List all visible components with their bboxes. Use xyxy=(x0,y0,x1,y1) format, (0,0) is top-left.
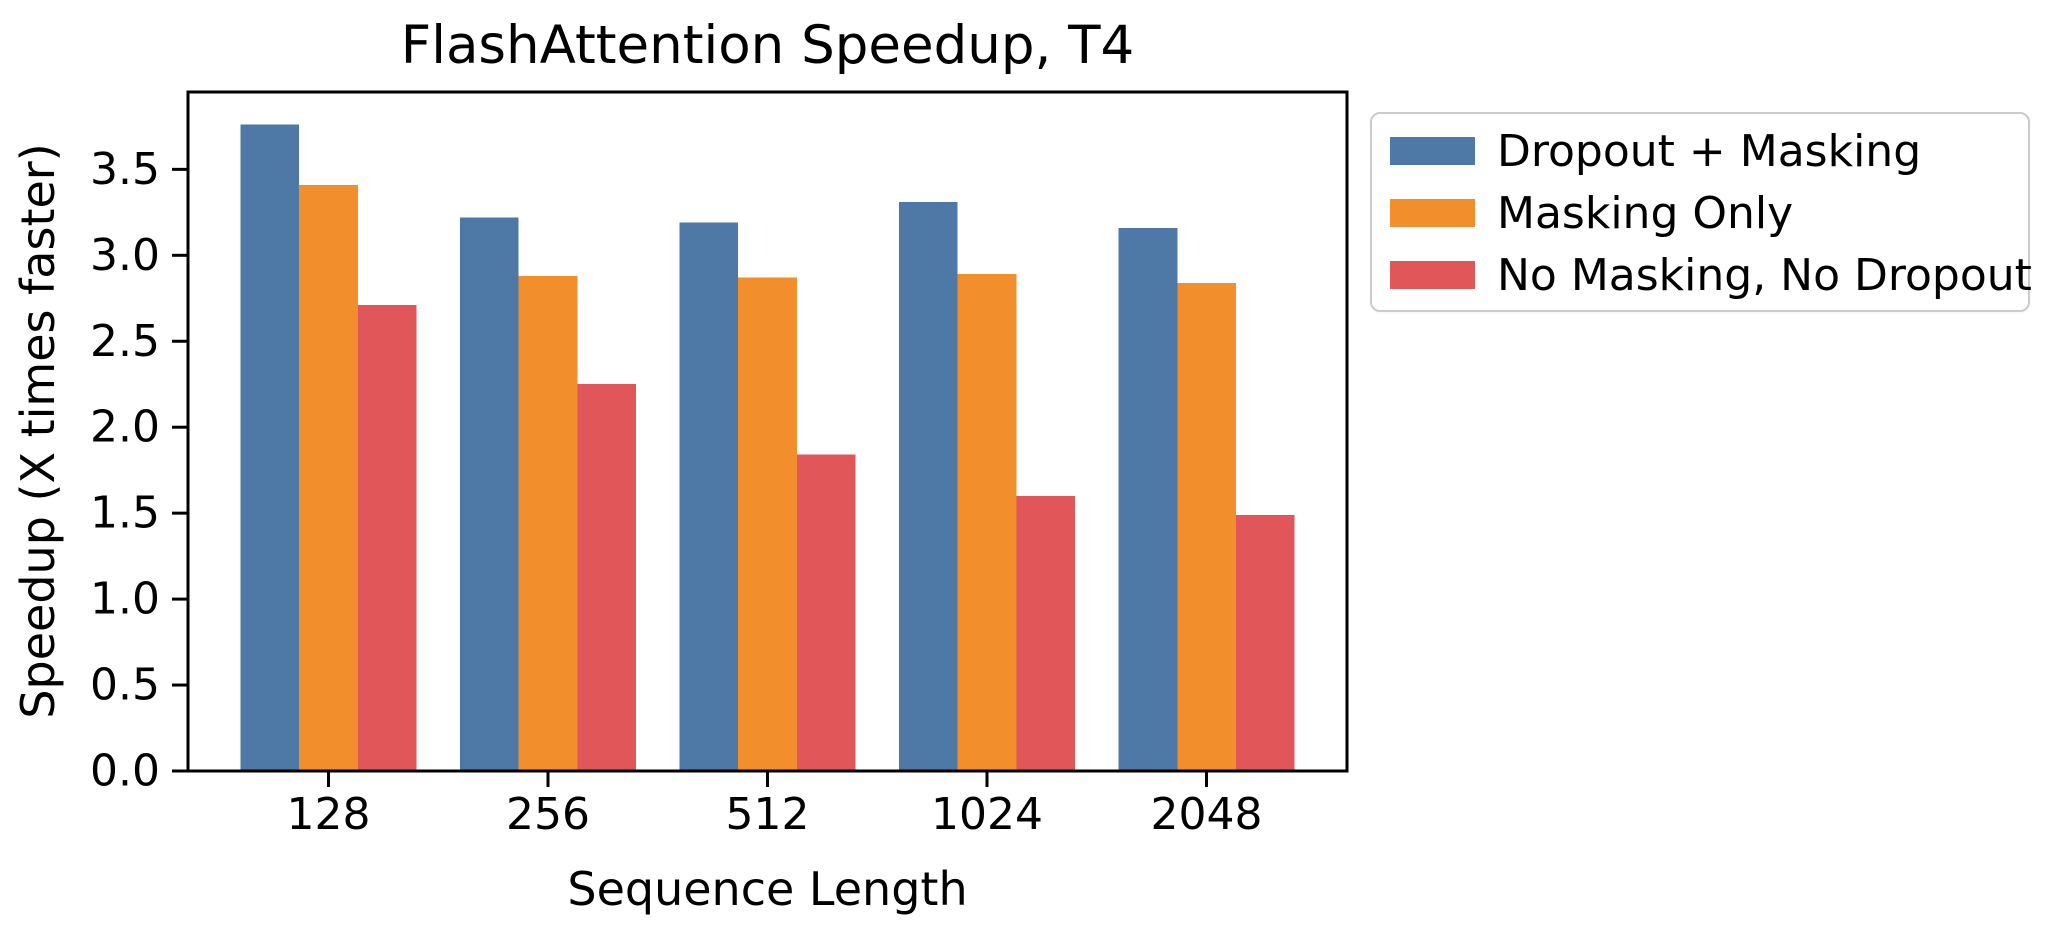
x-tick-label: 128 xyxy=(286,789,370,840)
legend: Dropout + Masking Masking Only No Maskin… xyxy=(1370,112,2032,312)
bar xyxy=(738,277,797,771)
bar xyxy=(1016,495,1075,771)
bar xyxy=(518,275,578,771)
legend-swatch-orange xyxy=(1390,199,1475,227)
bar xyxy=(240,124,300,771)
bar xyxy=(899,202,958,771)
bar xyxy=(1235,514,1295,771)
legend-row: Masking Only xyxy=(1390,182,2028,244)
y-tick-label: 1.0 xyxy=(90,574,160,625)
legend-swatch-red xyxy=(1390,261,1475,289)
chart-title: FlashAttention Speedup, T4 xyxy=(400,15,1135,76)
bar xyxy=(796,454,856,771)
axes-box xyxy=(186,90,1349,773)
legend-row: Dropout + Masking xyxy=(1390,120,2028,182)
legend-label: Masking Only xyxy=(1497,187,1794,239)
bar xyxy=(957,274,1017,771)
y-tick-label: 1.5 xyxy=(90,488,160,539)
legend-swatch-blue xyxy=(1390,137,1475,165)
bar xyxy=(357,305,417,771)
y-tick-label: 0.5 xyxy=(90,660,160,711)
x-tick-label: 1024 xyxy=(931,789,1043,840)
legend-label: No Masking, No Dropout xyxy=(1497,249,2032,301)
bar xyxy=(577,384,636,771)
y-tick-label: 2.0 xyxy=(90,402,160,453)
y-tick-label: 2.5 xyxy=(90,316,160,367)
legend-row: No Masking, No Dropout xyxy=(1390,244,2032,306)
y-tick-label: 3.0 xyxy=(90,230,160,281)
y-tick-label: 0.0 xyxy=(90,746,160,797)
bar xyxy=(1177,282,1236,771)
y-tick-label: 3.5 xyxy=(90,144,160,195)
bar xyxy=(679,222,739,771)
legend-label: Dropout + Masking xyxy=(1497,125,1922,177)
x-tick-label: 512 xyxy=(726,789,810,840)
bar xyxy=(299,184,358,771)
x-tick-label: 256 xyxy=(506,789,590,840)
x-tick-label: 2048 xyxy=(1151,789,1263,840)
x-axis-label: Sequence Length xyxy=(567,862,968,916)
bar xyxy=(460,217,519,772)
bar xyxy=(1118,227,1178,772)
